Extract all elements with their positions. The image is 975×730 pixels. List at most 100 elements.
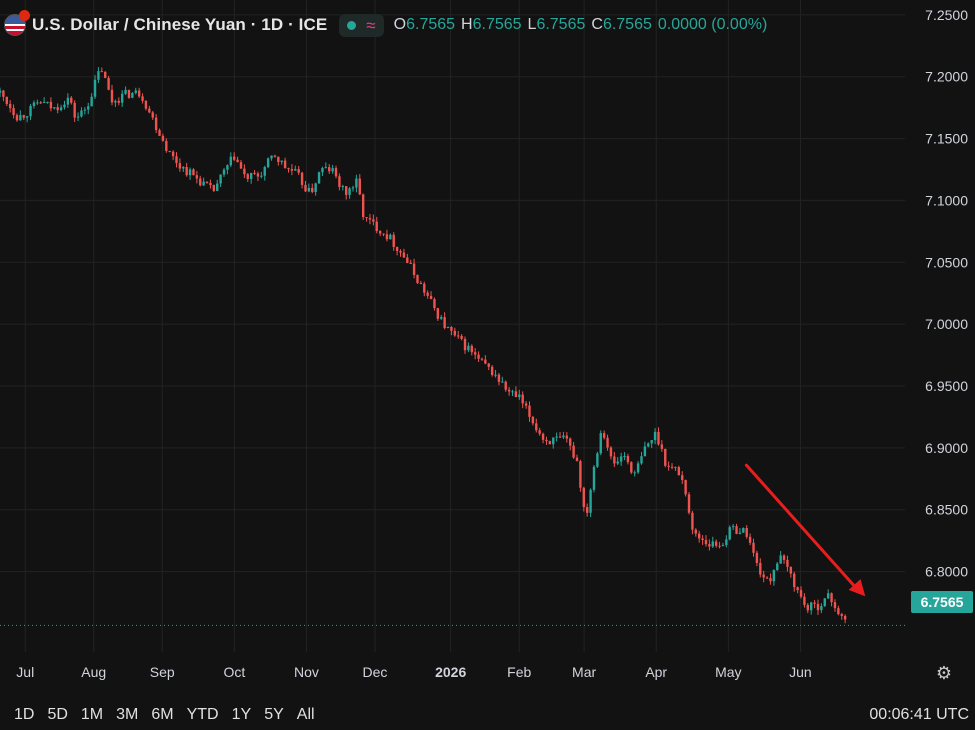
candle-body[interactable] bbox=[623, 456, 626, 458]
candle-body[interactable] bbox=[361, 194, 365, 218]
candle-body[interactable] bbox=[677, 467, 681, 476]
candle-body[interactable] bbox=[704, 540, 708, 545]
chart-settings-icon[interactable]: ⚙ bbox=[935, 663, 953, 683]
candle-body[interactable] bbox=[813, 602, 816, 604]
candle-body[interactable] bbox=[334, 168, 338, 177]
candle-body[interactable] bbox=[826, 593, 830, 599]
candle-body[interactable] bbox=[382, 233, 385, 235]
candle-body[interactable] bbox=[609, 447, 613, 457]
candle-body[interactable] bbox=[70, 97, 73, 103]
candle-body[interactable] bbox=[725, 539, 728, 546]
candle-body[interactable] bbox=[341, 186, 345, 188]
candle-body[interactable] bbox=[158, 130, 161, 136]
candle-body[interactable] bbox=[402, 252, 406, 258]
candle-body[interactable] bbox=[114, 100, 117, 103]
candle-body[interactable] bbox=[626, 456, 630, 463]
candle-body[interactable] bbox=[270, 155, 273, 159]
candle-body[interactable] bbox=[820, 605, 823, 611]
candle-body[interactable] bbox=[83, 109, 87, 111]
candle-body[interactable] bbox=[110, 89, 114, 103]
candle-body[interactable] bbox=[670, 466, 674, 468]
range-5d-button[interactable]: 5D bbox=[47, 706, 68, 723]
candle-body[interactable] bbox=[701, 538, 704, 541]
candle-body[interactable] bbox=[521, 394, 524, 404]
candle-body[interactable] bbox=[297, 169, 300, 173]
candle-body[interactable] bbox=[487, 363, 490, 367]
candle-body[interactable] bbox=[93, 79, 97, 97]
candle-body[interactable] bbox=[175, 156, 178, 164]
candle-body[interactable] bbox=[389, 234, 392, 240]
candle-body[interactable] bbox=[290, 168, 294, 171]
candle-body[interactable] bbox=[497, 374, 501, 382]
candle-body[interactable] bbox=[120, 93, 124, 103]
candle-body[interactable] bbox=[799, 590, 803, 597]
candle-body[interactable] bbox=[358, 178, 361, 195]
candle-body[interactable] bbox=[453, 330, 457, 336]
candle-body[interactable] bbox=[660, 444, 664, 449]
candle-body[interactable] bbox=[412, 263, 416, 275]
candle-body[interactable] bbox=[786, 559, 789, 567]
candle-body[interactable] bbox=[793, 573, 796, 588]
candle-body[interactable] bbox=[450, 326, 453, 331]
candle-body[interactable] bbox=[324, 167, 328, 169]
candle-body[interactable] bbox=[49, 101, 53, 109]
candle-body[interactable] bbox=[755, 552, 759, 563]
range-5y-button[interactable]: 5Y bbox=[264, 706, 284, 723]
candle-body[interactable] bbox=[29, 105, 32, 117]
candle-body[interactable] bbox=[107, 77, 110, 90]
candle-body[interactable] bbox=[697, 533, 701, 539]
candle-body[interactable] bbox=[348, 188, 351, 195]
time-axis[interactable]: Jul Aug Sep Oct Nov Dec 2026 Feb Mar Apr May Jun bbox=[16, 664, 811, 680]
candle-body[interactable] bbox=[528, 405, 531, 417]
candle-body[interactable] bbox=[562, 435, 565, 438]
candle-body[interactable] bbox=[606, 437, 609, 448]
candle-body[interactable] bbox=[667, 465, 670, 467]
candle-body[interactable] bbox=[524, 403, 528, 406]
candle-body[interactable] bbox=[328, 167, 331, 172]
candle-body[interactable] bbox=[372, 219, 375, 222]
candle-body[interactable] bbox=[260, 175, 263, 177]
candle-body[interactable] bbox=[494, 374, 497, 376]
trend-arrow-line[interactable] bbox=[744, 463, 859, 591]
candle-body[interactable] bbox=[395, 246, 399, 251]
candle-body[interactable] bbox=[219, 174, 222, 184]
candle-body[interactable] bbox=[63, 104, 66, 108]
candle-body[interactable] bbox=[490, 366, 494, 375]
candle-body[interactable] bbox=[90, 96, 93, 107]
candle-body[interactable] bbox=[307, 187, 311, 192]
candle-body[interactable] bbox=[375, 221, 378, 232]
candle-body[interactable] bbox=[538, 430, 541, 434]
candle-body[interactable] bbox=[789, 566, 793, 574]
range-1m-button[interactable]: 1M bbox=[80, 706, 104, 723]
candle-body[interactable] bbox=[501, 381, 504, 383]
candle-body[interactable] bbox=[769, 578, 772, 582]
candle-body[interactable] bbox=[202, 181, 205, 186]
candle-body[interactable] bbox=[687, 494, 691, 513]
candle-body[interactable] bbox=[582, 487, 585, 508]
candle-body[interactable] bbox=[585, 507, 589, 513]
candle-body[interactable] bbox=[124, 89, 127, 94]
candle-body[interactable] bbox=[602, 433, 606, 438]
candle-body[interactable] bbox=[253, 172, 256, 174]
candle-body[interactable] bbox=[283, 160, 287, 169]
candle-body[interactable] bbox=[46, 101, 49, 103]
candle-body[interactable] bbox=[592, 466, 596, 490]
candle-body[interactable] bbox=[752, 542, 755, 553]
candle-body[interactable] bbox=[843, 615, 847, 620]
candle-body[interactable] bbox=[216, 183, 219, 191]
candle-body[interactable] bbox=[731, 526, 735, 528]
candle-body[interactable] bbox=[148, 108, 151, 113]
range-3m-button[interactable]: 3M bbox=[116, 706, 139, 723]
candle-body[interactable] bbox=[616, 461, 619, 464]
candle-body[interactable] bbox=[378, 231, 382, 234]
range-1d-button[interactable]: 1D bbox=[14, 706, 35, 723]
candle-body[interactable] bbox=[249, 172, 253, 179]
candle-body[interactable] bbox=[42, 102, 46, 104]
candle-body[interactable] bbox=[199, 178, 202, 186]
candle-body[interactable] bbox=[429, 295, 433, 300]
candle-body[interactable] bbox=[782, 555, 786, 560]
candle-body[interactable] bbox=[256, 173, 260, 177]
candle-body[interactable] bbox=[575, 457, 579, 462]
candle-body[interactable] bbox=[32, 102, 36, 106]
candle-body[interactable] bbox=[104, 71, 107, 78]
